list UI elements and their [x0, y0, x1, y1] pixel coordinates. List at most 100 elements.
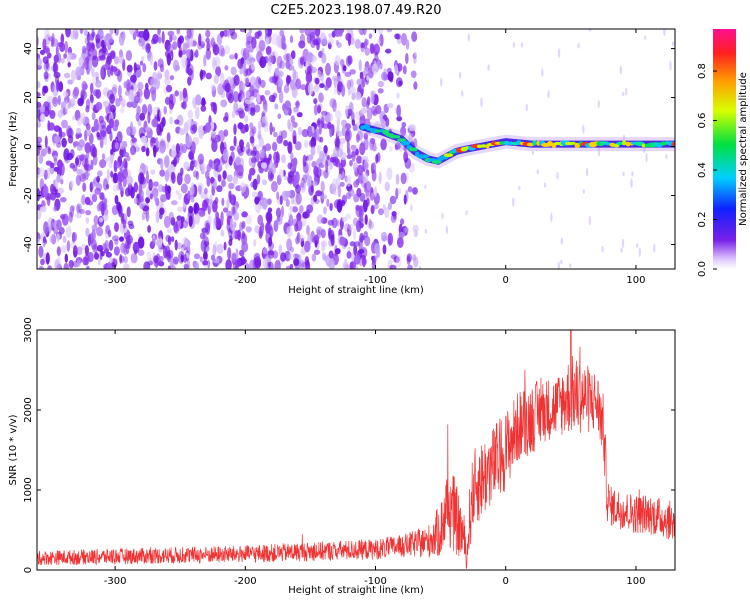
spectrogram-cell [160, 64, 165, 73]
spectrogram-cell [340, 59, 345, 67]
spectrogram-cell [157, 37, 162, 44]
spectrogram-cell [100, 39, 105, 49]
spectrogram-cell [400, 218, 405, 225]
spectrogram-cell [372, 109, 378, 117]
spectrogram-cell [142, 63, 147, 73]
spectrogram-cell [273, 220, 279, 232]
spectrogram-cell [284, 100, 292, 111]
spectrogram-cell [597, 146, 601, 157]
spectrogram-cell [138, 168, 143, 174]
spectrogram-cell [91, 193, 98, 203]
spectrogram-cell [212, 44, 220, 56]
spectrogram-cell [232, 91, 239, 103]
spectrogram-cell [147, 111, 151, 124]
spectrogram-cell [205, 122, 212, 133]
spectrogram-cell [391, 211, 397, 217]
spectrogram-cell [336, 148, 344, 158]
spectrogram-cell [188, 150, 194, 160]
spectrogram-cell [253, 239, 257, 247]
spectrogram-cell [257, 129, 262, 141]
spectrogram-cell [289, 205, 294, 213]
spectrogram-cell [349, 261, 357, 269]
spectrogram-cell [395, 173, 400, 185]
spectrogram-cell [299, 205, 304, 213]
spectrogram-cell [96, 170, 103, 177]
spectrogram-cell [132, 241, 140, 254]
spectrogram-cell [358, 237, 363, 251]
spectrogram-cell [313, 249, 321, 255]
spectrogram-cell [180, 167, 184, 176]
spectrogram-cell [248, 29, 253, 34]
spectrogram-cell [240, 94, 246, 102]
spectrogram-cell [480, 97, 483, 108]
spectrogram-cell [109, 29, 114, 36]
spectrogram-cell [244, 99, 252, 105]
spectrogram-cell [255, 45, 260, 53]
spectrogram-cell [172, 35, 177, 41]
spectrogram-cell [376, 39, 381, 45]
spectrogram-cell [57, 187, 64, 194]
spectrogram-cell [83, 171, 91, 177]
spectrogram-cell [174, 239, 178, 251]
spectrogram-cell [400, 33, 408, 46]
spectrogram-cell [151, 118, 159, 128]
spectrogram-cell [186, 29, 192, 39]
spectrogram-cell [98, 115, 104, 124]
spectrogram-cell [368, 33, 373, 39]
spectrogram-cell [379, 33, 384, 47]
spectrogram-cell [295, 78, 302, 90]
spectrogram-cell [210, 102, 216, 113]
spectrogram-cell [363, 66, 369, 77]
spectrogram-cell [214, 56, 221, 68]
spectrogram-cell [182, 236, 188, 249]
spectrogram-cell [99, 159, 107, 169]
spectrogram-cell [296, 212, 302, 221]
spectrogram-cell [99, 217, 103, 223]
spectrogram-cell [119, 255, 125, 263]
spectrogram-cell [262, 104, 268, 114]
spectrogram-cell [160, 158, 164, 171]
spectrogram-cell [76, 168, 83, 175]
spectrogram-cell [384, 207, 390, 219]
spectrogram-cell [63, 148, 70, 161]
spectrogram-cell [214, 134, 221, 143]
spectrogram-cell [323, 145, 328, 154]
spectrogram-cell [160, 194, 167, 203]
spectrogram-cell [229, 145, 235, 151]
spectrogram-cell [37, 36, 40, 46]
spectrogram-cell [324, 84, 329, 91]
spectrogram-cell [151, 238, 156, 247]
spectrogram-cell [588, 215, 591, 226]
spectrogram-cell [138, 37, 145, 47]
spectrogram-cell [389, 264, 397, 269]
spectrogram-cell [588, 29, 592, 32]
spectrogram-cell [257, 30, 262, 37]
snr-panel: -300 -200 -100 0 100 0 1000 2000 3000 Height of… [8, 317, 676, 596]
spectrogram-cell [176, 242, 182, 250]
spectrogram-cell [258, 40, 266, 52]
spectrogram-cell [164, 155, 170, 168]
spectrogram-cell [162, 116, 166, 127]
spectrogram-cell [39, 178, 45, 191]
spectrogram-cell [183, 161, 190, 170]
spectrogram-cell [525, 103, 528, 112]
spectrogram-cell [636, 243, 639, 249]
spectrogram-cell [150, 169, 156, 175]
spectrogram-cell [220, 229, 225, 237]
spectrogram-cell [193, 203, 198, 213]
spectrogram-cell [290, 152, 294, 162]
spectrogram-cell [207, 215, 213, 225]
spectrogram-cell [380, 138, 387, 151]
spectrogram-cell [393, 256, 400, 263]
spectrogram-cell [79, 173, 87, 182]
spectrogram-cell [292, 206, 298, 213]
spectrogram-cell [155, 197, 160, 207]
spectrogram-cell [302, 48, 310, 62]
spectrogram-cell [170, 236, 175, 242]
spectrogram-cell [345, 175, 352, 187]
spectrogram-cell [327, 121, 332, 130]
spectrogram-cell [240, 124, 247, 134]
spectrogram-cell [372, 142, 377, 152]
spectrogram-cell [159, 212, 163, 220]
spectrogram-x-label: Height of straight line (km) [288, 285, 424, 296]
